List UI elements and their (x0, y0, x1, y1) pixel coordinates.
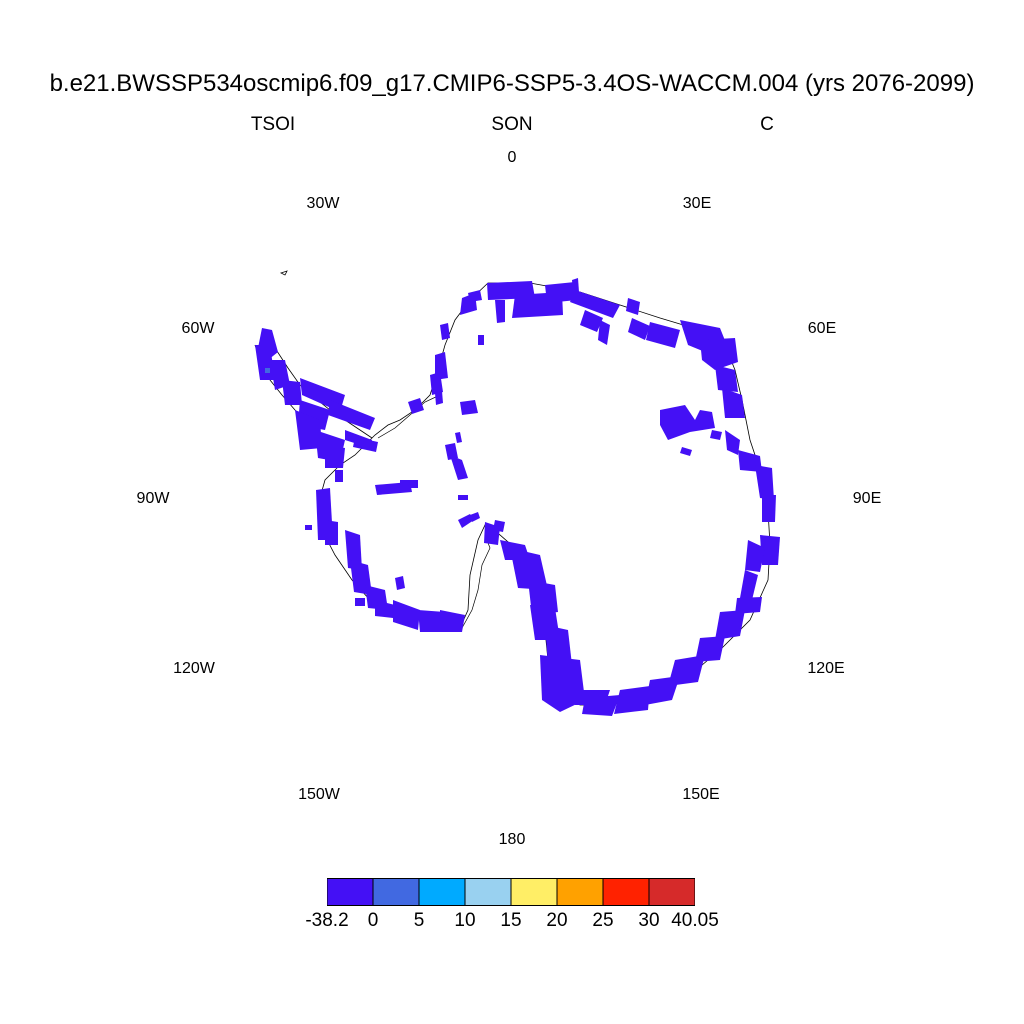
lon-label-120w: 120W (173, 660, 215, 677)
field-cell (493, 520, 505, 532)
lon-label-60w: 60W (181, 320, 215, 337)
colorbar-box (510, 878, 558, 906)
lon-label-150w: 150W (298, 786, 340, 803)
colorbar-label: 0 (367, 910, 379, 931)
weddell-ice-edge (377, 394, 441, 439)
field-cell (393, 600, 420, 630)
field-cell (614, 686, 650, 714)
lon-label-30w: 30W (306, 195, 340, 212)
field-cell (570, 290, 620, 318)
field-cell (710, 430, 722, 440)
colorbar-box (602, 878, 650, 906)
colorbar-label: 20 (546, 910, 568, 931)
lon-label-60e: 60E (807, 320, 837, 337)
colorbar-label: -38.2 (305, 910, 349, 931)
field-cell (478, 335, 484, 345)
field-cell (646, 322, 680, 348)
field-cell (430, 372, 443, 395)
field-cell-warm (265, 368, 270, 373)
colorbar-box (326, 878, 374, 906)
field-cell (328, 400, 375, 430)
field-cell (495, 300, 505, 323)
lon-label-180: 180 (498, 831, 526, 848)
field-cell (598, 320, 610, 345)
field-cell (715, 610, 745, 640)
lon-label-150e: 150E (682, 786, 720, 803)
field-cell (626, 298, 640, 315)
colorbar-label: 30 (638, 910, 660, 931)
field-cell (580, 310, 603, 332)
tsoi-field (255, 278, 780, 716)
colorbar-boxes (326, 878, 696, 906)
colorbar-box (556, 878, 604, 906)
field-cell (762, 495, 776, 522)
field-cell (715, 365, 738, 392)
field-cell (722, 388, 745, 418)
season-label: SON (491, 114, 533, 135)
field-cell (400, 480, 418, 488)
field-cell (468, 290, 482, 302)
field-cell (458, 514, 474, 528)
field-cell (545, 282, 577, 303)
field-cell (450, 455, 468, 480)
field-cell (440, 323, 450, 340)
colorbar-box (648, 878, 696, 906)
lon-label-90e: 90E (852, 490, 882, 507)
field-cell (435, 391, 443, 405)
lon-label-120e: 120E (807, 660, 845, 677)
field-cell (345, 530, 362, 570)
field-cell (572, 278, 579, 293)
field-cell (460, 400, 478, 415)
lon-label-90w: 90W (136, 490, 170, 507)
field-cell (540, 655, 585, 712)
field-cell (470, 512, 480, 522)
colorbar-box (418, 878, 466, 906)
field-cell (735, 597, 762, 614)
field-cell (353, 437, 378, 452)
field-cell (628, 318, 650, 340)
field-cell (455, 432, 462, 443)
field-cell (725, 430, 740, 455)
field-cell (755, 465, 774, 500)
field-cell (660, 405, 715, 440)
field-cell (282, 380, 302, 405)
field-cell (325, 445, 345, 468)
variable-label: TSOI (250, 114, 296, 135)
colorbar-label: 40.05 (671, 910, 719, 931)
ross-ice-shelf-edge (461, 534, 491, 629)
small-island (279, 270, 288, 276)
field-cell (458, 495, 468, 500)
field-cell (418, 610, 445, 632)
field-cell (295, 410, 322, 450)
colorbar-box (372, 878, 420, 906)
field-cell (745, 540, 765, 572)
colorbar-label: 5 (413, 910, 425, 931)
field-cell (355, 598, 365, 606)
field-cell (740, 570, 758, 600)
lon-label-0: 0 (507, 149, 517, 166)
field-cell (335, 470, 343, 482)
field-cell (375, 600, 395, 618)
plot-title: b.e21.BWSSP534oscmip6.f09_g17.CMIP6-SSP5… (49, 70, 975, 97)
field-cell (395, 576, 405, 590)
field-cell (325, 520, 338, 545)
colorbar-label: 10 (454, 910, 476, 931)
field-cell (700, 338, 738, 370)
field-cell (305, 525, 312, 530)
colorbar-label: 15 (500, 910, 522, 931)
colorbar-box (464, 878, 512, 906)
field-cell (445, 443, 458, 460)
field-cell (500, 540, 530, 560)
field-cell (645, 676, 680, 705)
field-cell (440, 610, 465, 632)
field-cell (408, 398, 424, 414)
field-cell (680, 447, 692, 456)
lon-label-30e: 30E (682, 195, 712, 212)
colorbar-label: 25 (592, 910, 614, 931)
colorbar (326, 878, 696, 906)
field-cell (760, 535, 780, 565)
units-label: C (760, 114, 774, 135)
